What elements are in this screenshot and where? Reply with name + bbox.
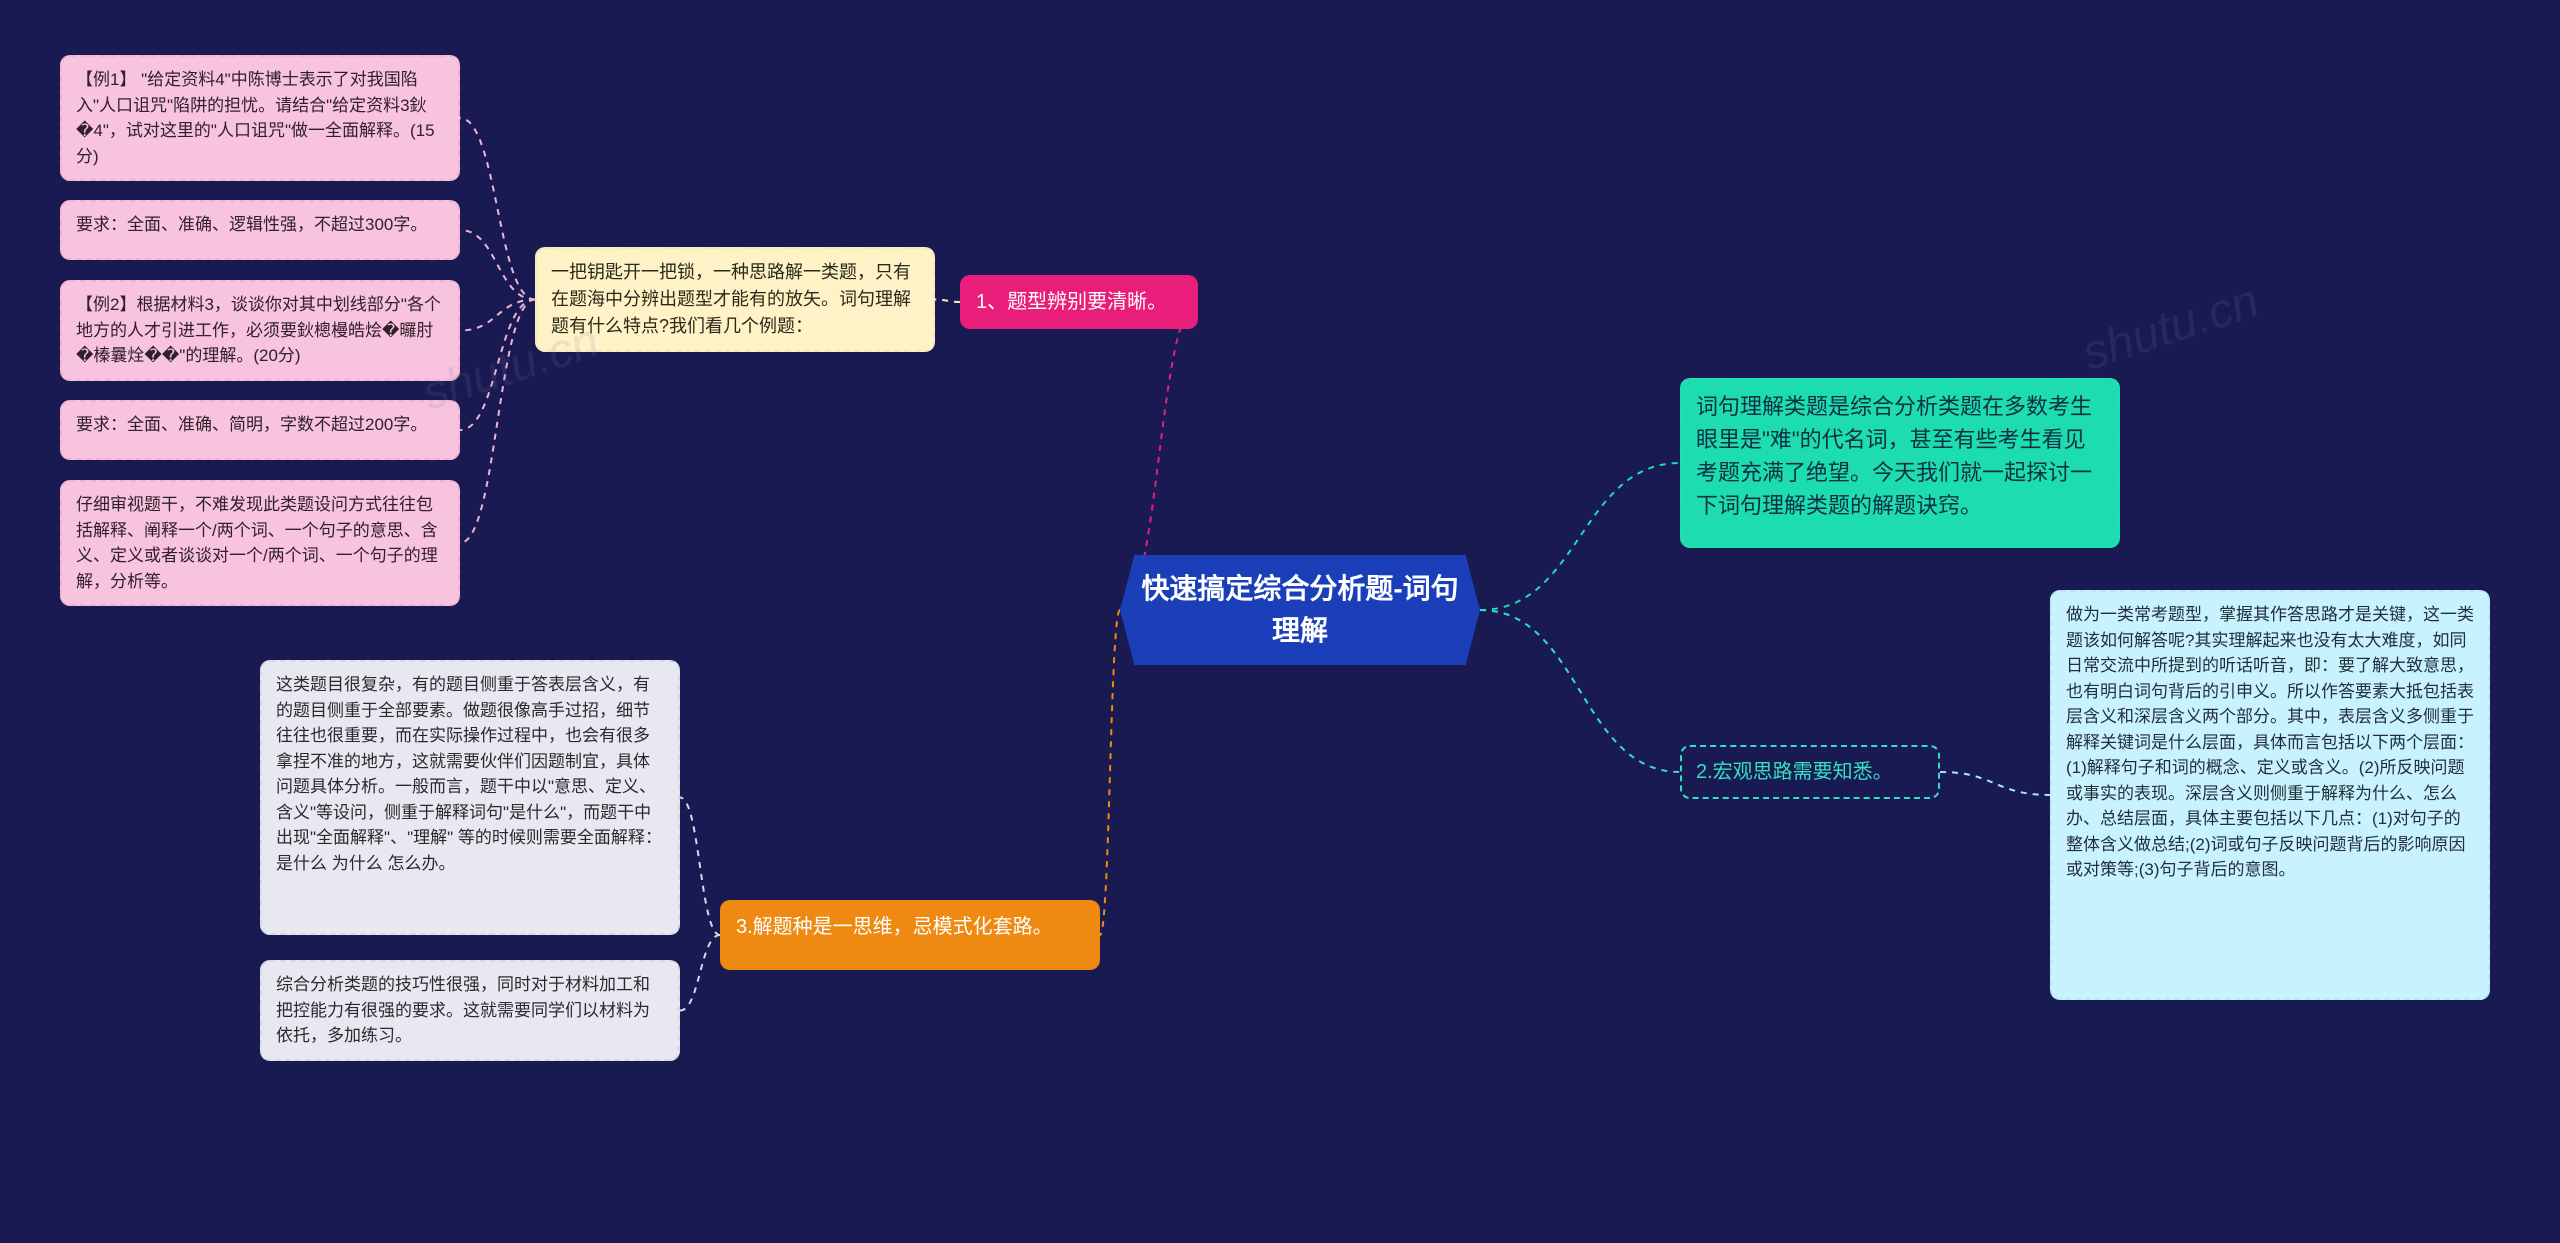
connector [460, 300, 535, 544]
connector [1940, 772, 2050, 795]
connector [460, 118, 535, 300]
mindmap-node-center: 快速搞定综合分析题-词句理解 [1120, 555, 1480, 665]
connector [680, 798, 720, 936]
watermark: shutu.cn [2076, 273, 2266, 381]
mindmap-node-ex1: 【例1】 "给定资料4"中陈博士表示了对我国陷入"人口诅咒"陷阱的担忧。请结合"… [60, 55, 460, 181]
mindmap-node-s1_detail: 一把钥匙开一把锁，一种思路解一类题，只有在题海中分辨出题型才能有的放矢。词句理解… [535, 247, 935, 352]
connector [1480, 463, 1680, 610]
mindmap-node-ex_note: 仔细审视题干，不难发现此类题设问方式往往包括解释、阐释一个/两个词、一个句子的意… [60, 480, 460, 606]
connector [680, 935, 720, 1011]
mindmap-node-s3: 3.解题种是一思维，忌模式化套路。 [720, 900, 1100, 970]
mindmap-node-s1: 1、题型辨别要清晰。 [960, 275, 1198, 329]
connector [460, 300, 535, 431]
mindmap-node-s2_detail: 做为一类常考题型，掌握其作答思路才是关键，这一类题该如何解答呢?其实理解起来也没… [2050, 590, 2490, 1000]
connector [935, 300, 960, 303]
connector [1100, 610, 1120, 935]
mindmap-node-s2: 2.宏观思路需要知悉。 [1680, 745, 1940, 799]
mindmap-node-intro: 词句理解类题是综合分析类题在多数考生眼里是"难"的代名词，甚至有些考生看见考题充… [1680, 378, 2120, 548]
mindmap-node-s3_detail2: 综合分析类题的技巧性很强，同时对于材料加工和把控能力有很强的要求。这就需要同学们… [260, 960, 680, 1061]
mindmap-node-s3_detail1: 这类题目很复杂，有的题目侧重于答表层含义，有的题目侧重于全部要素。做题很像高手过… [260, 660, 680, 935]
mindmap-node-ex2: 【例2】根据材料3，谈谈你对其中划线部分"各个地方的人才引进工作，必须要鈥樬槾皓… [60, 280, 460, 381]
mindmap-node-ex1_req: 要求：全面、准确、逻辑性强，不超过300字。 [60, 200, 460, 260]
connector [1480, 610, 1680, 772]
mindmap-node-ex2_req: 要求：全面、准确、简明，字数不超过200字。 [60, 400, 460, 460]
connector [460, 300, 535, 331]
connector [460, 230, 535, 300]
